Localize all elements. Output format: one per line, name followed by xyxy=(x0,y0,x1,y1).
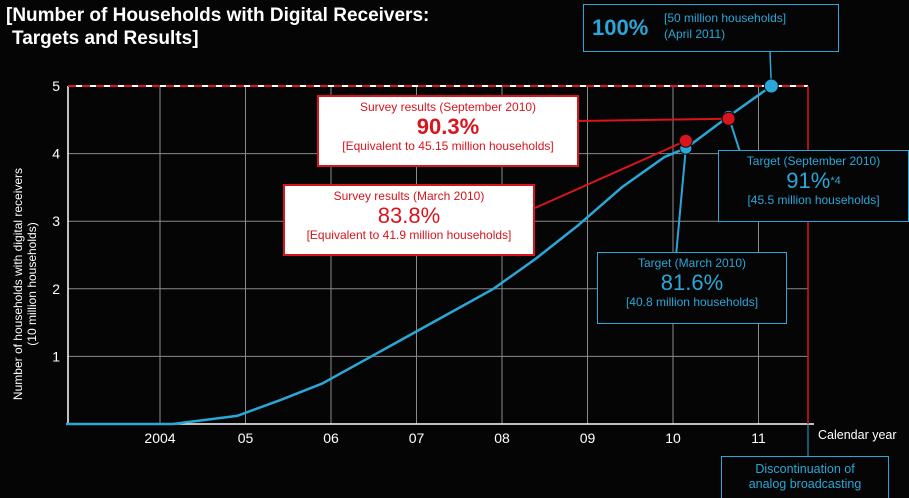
target-sep-detail: [45.5 million households] xyxy=(747,193,880,207)
goal-value: 100% xyxy=(592,15,649,40)
y-tick-label: 1 xyxy=(52,348,60,364)
y-tick-label: 4 xyxy=(52,146,60,162)
target-series-line xyxy=(66,84,773,426)
target-mar-detail: [40.8 million households] xyxy=(625,295,759,309)
x-tick-label: 2004 xyxy=(144,430,175,446)
target-sep-callout: Target (September 2010) 91%*4 [45.5 mill… xyxy=(718,150,909,222)
target-sep-footnote: *4 xyxy=(830,175,841,187)
survey-sep-callout: Survey results (September 2010) 90.3% [E… xyxy=(317,95,579,167)
x-tick-label: 10 xyxy=(665,430,681,446)
chart-title-line1: [Number of Households with Digital Recei… xyxy=(6,5,430,26)
y-tick-label: 5 xyxy=(52,78,60,94)
target-sep-value: 91% xyxy=(786,168,831,193)
x-tick-label: 06 xyxy=(323,430,339,446)
chart-title-line2: Targets and Results] xyxy=(12,28,199,49)
target-mar-title: Target (March 2010) xyxy=(637,256,747,270)
x-tick-label: 05 xyxy=(238,430,254,446)
y-tick-label: 3 xyxy=(52,213,60,229)
goal-detail-line1: [50 million households] xyxy=(664,11,787,25)
goal-detail-line2: (April 2011) xyxy=(664,27,726,41)
target-sep-title: Target (September 2010) xyxy=(746,154,881,168)
survey-mar-callout: Survey results (March 2010) 83.8% [Equiv… xyxy=(283,184,535,256)
survey-point xyxy=(678,133,693,148)
survey-mar-leader xyxy=(534,139,687,209)
x-tick-label: 09 xyxy=(580,430,596,446)
target-point xyxy=(763,78,779,94)
analog-end-line2: analog broadcasting xyxy=(748,477,862,491)
survey-sep-title: Survey results (September 2010) xyxy=(359,100,537,114)
analog-end-note: Discontinuation of analog broadcasting xyxy=(721,456,889,498)
goal-callout: 100% [50 million households] (April 2011… xyxy=(583,4,839,52)
analog-end-line1: Discontinuation of xyxy=(755,462,855,476)
x-tick-label: 07 xyxy=(409,430,425,446)
y-tick-label: 2 xyxy=(52,281,60,297)
x-tick-label: 08 xyxy=(494,430,510,446)
survey-sep-detail: [Equivalent to 45.15 million households] xyxy=(342,139,554,153)
x-axis-label: Calendar year xyxy=(818,428,897,442)
survey-mar-value: 83.8% xyxy=(377,203,441,228)
survey-sep-leader xyxy=(578,117,729,122)
x-tick-label: 11 xyxy=(751,430,766,446)
survey-mar-title: Survey results (March 2010) xyxy=(333,189,485,203)
target-mar-leader xyxy=(675,148,687,257)
survey-point xyxy=(721,111,736,126)
target-mar-callout: Target (March 2010) 81.6% [40.8 million … xyxy=(597,252,787,324)
target-mar-value: 81.6% xyxy=(660,270,724,295)
survey-sep-value: 90.3% xyxy=(416,114,480,139)
chart-title: [Number of Households with Digital Recei… xyxy=(6,4,429,50)
survey-mar-detail: [Equivalent to 41.9 million households] xyxy=(306,228,512,242)
